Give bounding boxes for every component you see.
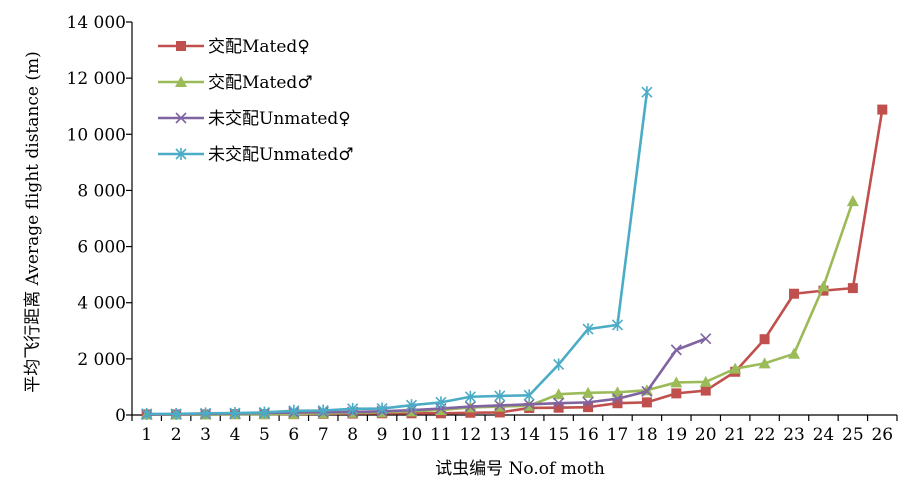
x-tick-label: 13	[489, 425, 511, 445]
data-point-series-3	[435, 396, 447, 409]
data-point-series-3	[611, 318, 624, 331]
data-point-series-3	[582, 323, 594, 336]
data-point-series-3	[523, 389, 535, 402]
data-point-series-1	[729, 362, 742, 374]
x-tick-label: 21	[724, 425, 746, 445]
data-point-series-2	[641, 385, 653, 397]
data-point-series-0	[877, 104, 888, 115]
data-point-series-0	[641, 397, 652, 408]
x-tick-label: 2	[171, 425, 182, 445]
y-axis-title: 平均飞行距离 Average flight distance (m)	[23, 51, 43, 392]
data-point-series-2	[553, 397, 565, 409]
y-tick-label: 10 000	[67, 125, 126, 145]
series-line-1	[146, 200, 855, 416]
data-point-series-3	[347, 402, 359, 415]
data-point-series-1	[552, 388, 565, 400]
x-tick-label: 19	[666, 425, 688, 445]
data-point-series-3	[553, 358, 565, 371]
legend-label-2: 未交配Unmated♀	[208, 109, 351, 129]
data-point-series-2	[611, 393, 624, 405]
x-tick-label: 22	[754, 425, 776, 445]
x-tick-label: 7	[318, 425, 329, 445]
x-axis-title: 试虫编号 No.of moth	[435, 459, 605, 479]
x-tick-label: 16	[577, 425, 599, 445]
data-point-series-1	[670, 376, 683, 388]
x-tick-label: 8	[347, 425, 358, 445]
plot-area: 0 2 000 4 000 6 000 8 000 10 000 12 000 14 000 1…	[67, 13, 898, 445]
data-point-series-3	[288, 404, 300, 417]
data-point-series-0	[847, 283, 858, 294]
data-point-series-0	[671, 388, 682, 399]
data-point-series-3	[464, 390, 476, 403]
data-point-series-1	[699, 375, 712, 387]
data-point-series-0	[612, 398, 623, 409]
x-tick-label: 10	[401, 425, 423, 445]
x-tick-label: 14	[518, 425, 540, 445]
x-tick-label: 9	[377, 425, 388, 445]
y-tick-label: 4 000	[77, 294, 126, 314]
y-tick-label: 6 000	[77, 238, 126, 258]
x-tick-label: 3	[200, 425, 211, 445]
x-tick-label: 23	[783, 425, 805, 445]
legend-marker-3	[175, 148, 187, 160]
x-tick-label: 17	[607, 425, 629, 445]
data-point-series-1	[611, 386, 624, 398]
data-point-series-3	[317, 404, 329, 417]
data-point-series-2	[494, 399, 506, 412]
data-point-series-2	[670, 344, 682, 356]
x-tick-label: 18	[636, 425, 658, 445]
x-tick-label: 6	[288, 425, 299, 445]
data-point-series-1	[582, 386, 595, 398]
y-tick-label: 2 000	[77, 350, 126, 370]
y-tick-label: 14 000	[67, 13, 126, 33]
legend-label-3: 未交配Unmated♂	[208, 145, 354, 165]
legend-label-1: 交配Mated♂	[208, 73, 313, 93]
data-point-series-0	[789, 288, 800, 299]
x-tick-label: 25	[842, 425, 864, 445]
data-point-series-3	[170, 407, 182, 420]
data-point-series-2	[464, 401, 476, 413]
data-point-series-0	[553, 402, 564, 413]
data-point-series-3	[405, 399, 418, 412]
x-tick-label: 24	[813, 425, 835, 445]
legend-marker-1	[175, 76, 187, 87]
data-point-series-3	[376, 402, 388, 415]
data-point-series-0	[494, 407, 505, 418]
legend-marker-2	[175, 112, 187, 124]
data-point-series-1	[817, 280, 830, 292]
x-tick-label: 4	[230, 425, 241, 445]
data-point-series-0	[465, 407, 476, 418]
data-point-series-2	[523, 398, 535, 410]
legend-label-0: 交配Mated♀	[208, 37, 310, 57]
data-point-series-3	[258, 406, 270, 419]
data-point-series-3	[641, 86, 653, 99]
data-point-series-3	[494, 389, 506, 402]
data-point-series-1	[846, 195, 859, 207]
x-tick-label: 1	[141, 425, 152, 445]
y-tick-label: 0	[115, 406, 126, 426]
x-tick-label: 5	[259, 425, 270, 445]
data-point-series-3	[141, 407, 153, 420]
data-point-series-2	[582, 396, 594, 408]
data-point-series-0	[700, 385, 711, 396]
data-point-series-0	[583, 402, 594, 413]
x-tick-label: 26	[871, 425, 893, 445]
x-tick-label: 12	[460, 425, 482, 445]
series-line-3	[146, 92, 649, 416]
x-tick-label: 20	[695, 425, 717, 445]
y-tick-label: 12 000	[67, 69, 126, 89]
data-point-series-1	[758, 357, 771, 369]
data-point-series-3	[199, 407, 212, 420]
y-tick-label: 8 000	[77, 181, 126, 201]
x-tick-label: 15	[548, 425, 570, 445]
data-point-series-2	[700, 333, 712, 345]
legend-marker-0	[176, 41, 186, 51]
data-point-series-3	[229, 407, 241, 420]
data-point-series-1	[788, 347, 801, 359]
data-point-series-0	[759, 334, 770, 345]
x-tick-label: 11	[430, 425, 452, 445]
